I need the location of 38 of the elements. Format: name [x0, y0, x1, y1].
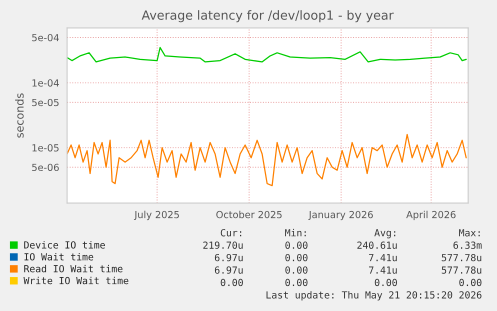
text: 219.70u [203, 242, 243, 249]
text: 7.41u [368, 266, 397, 274]
text: 577.78u [442, 266, 482, 274]
text: 577.78u [442, 254, 482, 262]
y-tick-label: 5e-06 [32, 164, 59, 172]
text: 0.00 [285, 266, 308, 274]
text: 0.00 [459, 278, 482, 286]
legend-label: Write IO Wait time [24, 276, 128, 284]
y-tick-label: 1e-04 [32, 79, 59, 87]
legend-label: Read IO Wait time [24, 264, 122, 272]
x-tick-label: July 2025 [134, 210, 179, 220]
text: Max: [459, 229, 480, 236]
text: Cur: [220, 229, 242, 236]
y-axis-title: seconds [15, 93, 24, 138]
y-tick-label: 1e-05 [32, 144, 59, 152]
line-series [67, 46, 467, 63]
text: 0.00 [374, 278, 397, 286]
text: Last update: Thu May 21 20:15:20 2026 [266, 291, 482, 300]
text: 6.33m [453, 242, 482, 249]
y-tick-label: 5e-04 [32, 34, 59, 42]
chart-title: Average latency for /dev/loop1 - by year [142, 10, 394, 22]
legend-label: IO Wait time [24, 252, 94, 260]
text: 6.97u [214, 266, 243, 274]
text: 6.97u [214, 254, 243, 262]
text: Avg: [374, 229, 396, 238]
text: 7.41u [368, 254, 397, 262]
x-tick-label: April 2026 [406, 210, 456, 220]
x-tick-label: October 2025 [216, 210, 282, 218]
text: 0.00 [220, 278, 243, 286]
text: 0.00 [285, 254, 308, 262]
legend-label: Device IO time [24, 241, 105, 249]
y-tick-label: 5e-05 [32, 98, 59, 106]
text: 0.00 [285, 278, 308, 286]
text: 240.61u [357, 242, 397, 249]
text: Min: [285, 228, 306, 236]
line-series [67, 134, 467, 186]
x-tick-label: January 2026 [308, 210, 373, 220]
text: 0.00 [285, 242, 308, 249]
